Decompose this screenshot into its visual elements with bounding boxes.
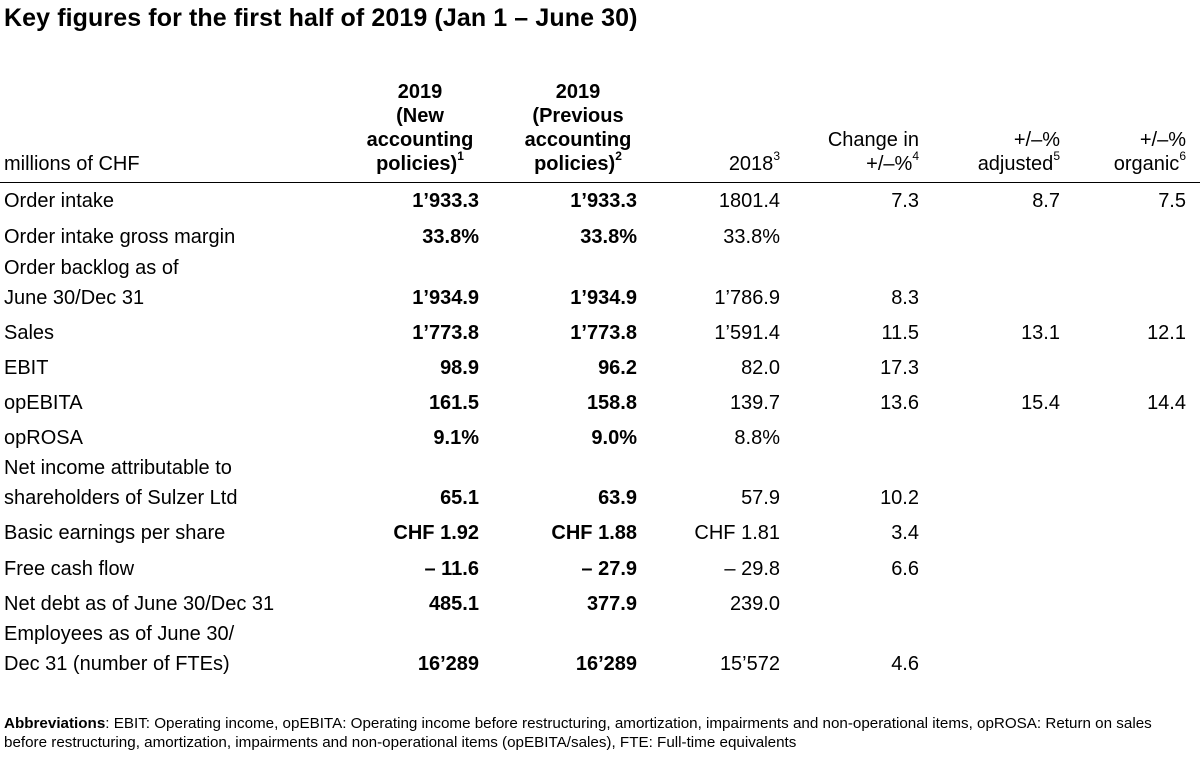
value-2019-previous: 1’934.9 bbox=[570, 287, 637, 309]
value-organic: 14.4 bbox=[1147, 392, 1186, 414]
row-label: Order intake bbox=[4, 190, 115, 212]
value-2019-previous: 1’933.3 bbox=[570, 190, 637, 212]
value-2018: CHF 1.81 bbox=[694, 522, 780, 544]
abbreviations-footnote: Abbreviations: EBIT: Operating income, o… bbox=[4, 714, 1184, 752]
row-label: EBIT bbox=[4, 357, 49, 379]
row-label: Basic earnings per share bbox=[4, 522, 226, 544]
value-change: 8.3 bbox=[891, 287, 919, 309]
row-label-line1: Net income attributable to bbox=[4, 457, 232, 479]
value-2019-new: 1’934.9 bbox=[412, 287, 479, 309]
value-2019-previous: 9.0% bbox=[591, 427, 637, 449]
header-2019-previous: 2019 (Previous accounting policies)2 bbox=[524, 81, 632, 175]
value-2019-new: 33.8% bbox=[422, 226, 479, 248]
value-change: 10.2 bbox=[880, 487, 919, 509]
row-label: Free cash flow bbox=[4, 558, 135, 580]
value-2019-previous: 377.9 bbox=[586, 593, 637, 615]
value-2019-previous: 63.9 bbox=[598, 487, 637, 509]
header-2018: 20183 bbox=[728, 149, 780, 175]
value-2019-new: CHF 1.92 bbox=[393, 522, 479, 544]
header-change: Change in +/–%4 bbox=[827, 129, 919, 175]
footnote-heading: Abbreviations bbox=[4, 715, 106, 732]
value-change: 17.3 bbox=[880, 357, 919, 379]
value-adjusted: 8.7 bbox=[1032, 190, 1060, 212]
value-change: 11.5 bbox=[881, 322, 919, 344]
value-2018: 1’591.4 bbox=[714, 322, 780, 344]
value-2019-previous: CHF 1.88 bbox=[551, 522, 637, 544]
row-label: Net debt as of June 30/Dec 31 bbox=[4, 593, 275, 615]
value-2019-previous: – 27.9 bbox=[581, 558, 637, 580]
value-2019-new: 16’289 bbox=[417, 653, 479, 675]
row-label: shareholders of Sulzer Ltd bbox=[4, 487, 238, 509]
value-2019-previous: 33.8% bbox=[580, 226, 637, 248]
value-2018: 57.9 bbox=[741, 487, 780, 509]
value-organic: 12.1 bbox=[1147, 322, 1186, 344]
value-2018: 1’786.9 bbox=[714, 287, 780, 309]
value-2019-new: 9.1% bbox=[433, 427, 479, 449]
value-2018: 15’572 bbox=[719, 653, 780, 675]
row-label: June 30/Dec 31 bbox=[4, 287, 145, 309]
value-2018: 33.8% bbox=[723, 226, 780, 248]
value-2018: 1801.4 bbox=[718, 190, 780, 212]
header-unit-label: millions of CHF bbox=[4, 153, 140, 175]
table-header: millions of CHF 2019 (New accounting pol… bbox=[0, 70, 1200, 183]
row-label: opROSA bbox=[4, 427, 83, 449]
footnote-text: : EBIT: Operating income, opEBITA: Opera… bbox=[4, 715, 1152, 751]
value-2019-new: – 11.6 bbox=[424, 558, 479, 580]
value-change: 13.6 bbox=[880, 392, 919, 414]
header-2019-new: 2019 (New accounting policies)1 bbox=[366, 81, 474, 175]
value-2019-previous: 1’773.8 bbox=[570, 322, 637, 344]
value-change: 6.6 bbox=[891, 558, 919, 580]
value-2018: – 29.8 bbox=[724, 558, 780, 580]
row-label: Order intake gross margin bbox=[4, 226, 236, 248]
value-change: 7.3 bbox=[891, 190, 919, 212]
value-adjusted: 15.4 bbox=[1021, 392, 1060, 414]
row-label-line1: Employees as of June 30/ bbox=[4, 623, 235, 645]
value-2018: 82.0 bbox=[741, 357, 780, 379]
value-2019-new: 161.5 bbox=[428, 392, 479, 414]
row-label: Dec 31 (number of FTEs) bbox=[4, 653, 230, 675]
value-adjusted: 13.1 bbox=[1021, 322, 1060, 344]
value-2018: 8.8% bbox=[734, 427, 780, 449]
value-change: 4.6 bbox=[891, 653, 919, 675]
value-2019-new: 485.1 bbox=[428, 593, 479, 615]
value-organic: 7.5 bbox=[1158, 190, 1186, 212]
row-label: opEBITA bbox=[4, 392, 83, 414]
header-adjusted: +/–% adjusted5 bbox=[977, 129, 1060, 175]
value-2019-new: 1’933.3 bbox=[412, 190, 479, 212]
page-title: Key figures for the first half of 2019 (… bbox=[4, 4, 638, 32]
row-label: Sales bbox=[4, 322, 55, 344]
row-label-line1: Order backlog as of bbox=[4, 257, 179, 279]
value-2018: 139.7 bbox=[729, 392, 780, 414]
value-2018: 239.0 bbox=[729, 593, 780, 615]
value-2019-previous: 96.2 bbox=[598, 357, 637, 379]
value-2019-previous: 16’289 bbox=[575, 653, 637, 675]
value-2019-previous: 158.8 bbox=[586, 392, 637, 414]
value-2019-new: 1’773.8 bbox=[412, 322, 479, 344]
value-2019-new: 98.9 bbox=[440, 357, 479, 379]
value-change: 3.4 bbox=[891, 522, 919, 544]
header-organic: +/–% organic6 bbox=[1113, 129, 1186, 175]
value-2019-new: 65.1 bbox=[440, 487, 479, 509]
